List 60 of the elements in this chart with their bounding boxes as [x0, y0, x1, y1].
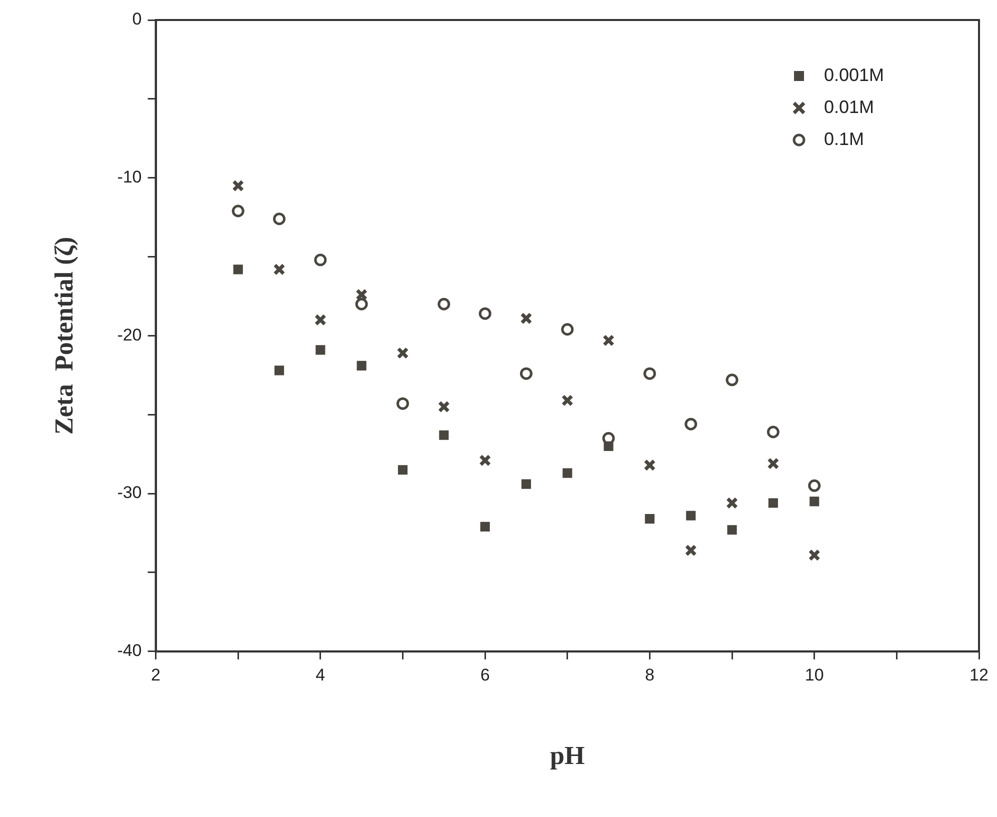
- point: [644, 514, 654, 524]
- point: [274, 366, 284, 376]
- y-tick-label: -10: [117, 168, 142, 187]
- point: [602, 334, 615, 346]
- legend-label: 0.001M: [824, 64, 884, 85]
- point: [478, 307, 492, 320]
- point: [768, 498, 778, 508]
- point: [561, 323, 574, 336]
- y-tick-label: 0: [132, 10, 142, 29]
- x-tick-label: 6: [480, 665, 490, 684]
- point: [726, 374, 738, 386]
- point: [273, 212, 286, 226]
- point: [396, 347, 409, 360]
- point: [439, 430, 449, 440]
- point: [273, 263, 286, 276]
- point: [643, 367, 656, 380]
- point: [232, 180, 244, 192]
- point: [233, 264, 243, 274]
- point: [604, 441, 614, 451]
- x-axis-title: pH: [550, 741, 585, 770]
- point: [727, 525, 737, 535]
- y-tick-label: -20: [117, 325, 142, 344]
- point: [808, 479, 821, 492]
- point: [396, 397, 409, 410]
- point: [520, 367, 532, 380]
- point: [561, 394, 574, 406]
- point: [766, 426, 780, 438]
- point: [480, 522, 490, 532]
- point: [562, 468, 572, 478]
- y-tick-label: -40: [117, 641, 142, 660]
- point: [684, 544, 697, 556]
- point: [644, 459, 656, 472]
- x-tick-label: 10: [804, 665, 824, 684]
- point: [808, 549, 820, 562]
- x-tick-label: 8: [644, 665, 654, 684]
- point: [479, 454, 492, 466]
- x-tick-label: 12: [970, 665, 988, 684]
- point: [356, 288, 368, 301]
- y-axis-title: Zeta Potential (ζ): [49, 236, 78, 435]
- point: [684, 418, 698, 430]
- point: [314, 254, 327, 266]
- point: [438, 298, 450, 310]
- point: [438, 400, 450, 413]
- y-tick-label: -30: [117, 483, 142, 502]
- point: [686, 510, 696, 520]
- point: [356, 360, 366, 370]
- point: [810, 496, 820, 506]
- x-tick-label: 2: [151, 665, 161, 684]
- point: [520, 312, 532, 324]
- legend-label: 0.01M: [824, 96, 874, 117]
- point: [398, 465, 408, 475]
- legend-label: 0.1M: [824, 128, 864, 149]
- point: [314, 314, 326, 326]
- x-tick-label: 4: [316, 665, 326, 684]
- point: [232, 204, 244, 218]
- point: [767, 458, 780, 470]
- point: [521, 479, 532, 489]
- point: [316, 345, 326, 355]
- point: [726, 497, 738, 510]
- point: [355, 298, 368, 310]
